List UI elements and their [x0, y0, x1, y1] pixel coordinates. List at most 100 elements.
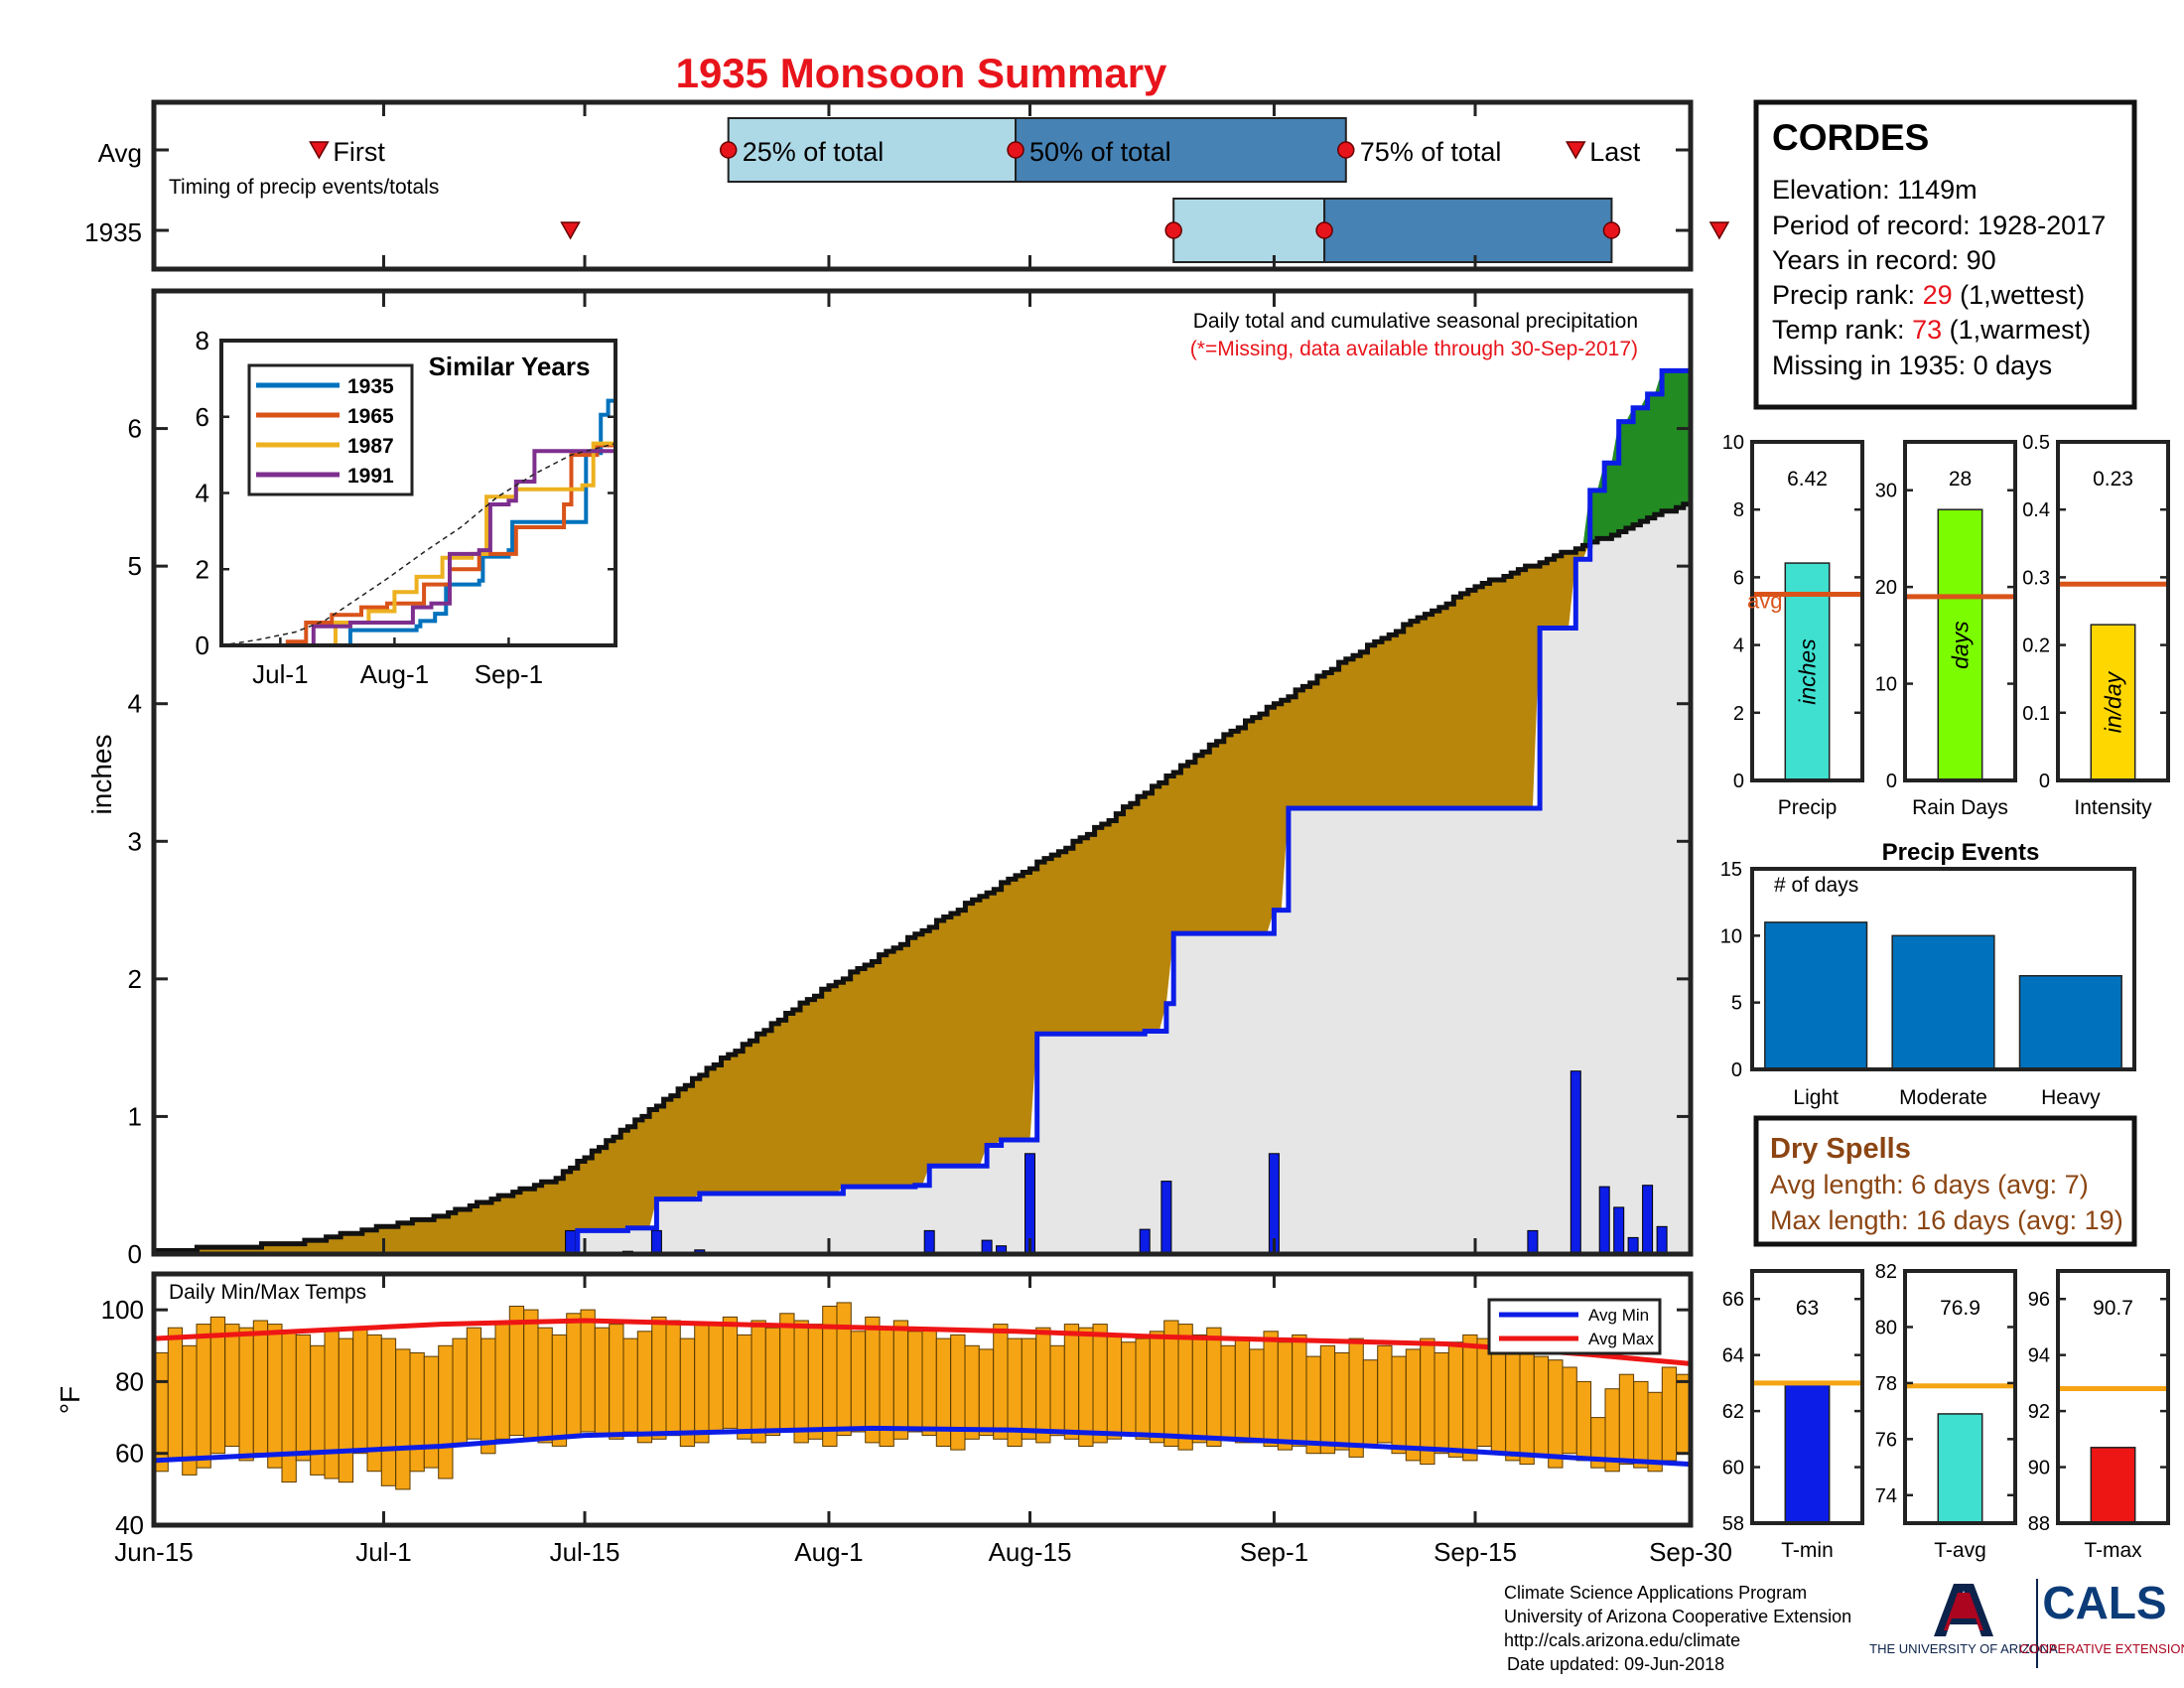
temp-tmax-tick-label: 96: [2028, 1289, 2050, 1311]
timing-row-avg-label: Avg: [98, 138, 142, 168]
daily-temp-bar: [1348, 1337, 1364, 1458]
inset-legend-label-1991: 1991: [347, 465, 394, 488]
station-elevation: Elevation: 1149m: [1772, 175, 1978, 205]
temp-plot-frame: [151, 1271, 1694, 1528]
temp-y-tick-label: 40: [115, 1510, 144, 1540]
footer: Climate Science Applications Program Uni…: [1504, 1577, 2184, 1674]
daily-temp-bar: [737, 1334, 752, 1440]
x-tick-label: Sep-15: [1433, 1537, 1517, 1567]
daily-temp-bar: [466, 1327, 482, 1440]
main-note: Daily total and cumulative seasonal prec…: [1193, 310, 1638, 333]
daily-temp-bar: [537, 1327, 553, 1444]
daily-temp-bar: [1220, 1344, 1236, 1440]
daily-temp-bar: [452, 1337, 468, 1447]
daily-temp-bar: [196, 1324, 211, 1469]
event-bar-moderate: [1891, 934, 1995, 1070]
mini-precip-avg-label: avg: [1747, 588, 1782, 613]
inset-line-1991: [221, 447, 617, 647]
inset-y-tick-label: 4: [196, 479, 209, 508]
main-y-tick-label: 6: [128, 414, 142, 444]
mini-temp-bars: 58 60 62 64 66 63 T-min 74 76 78 80 82 76.9 T-avg 88 90…: [1722, 1261, 2170, 1562]
daily-temp-bar: [1092, 1324, 1108, 1444]
daily-temp-bar: [1334, 1352, 1350, 1451]
temp-tmin-value: 63: [1796, 1297, 1819, 1320]
temp-tmax-label: T-max: [2084, 1539, 2142, 1562]
temp-tmax-tick-label: 92: [2028, 1401, 2050, 1423]
mini-precip-tick-label: 6: [1733, 567, 1744, 589]
timing-avg-last-triangle-icon: [1565, 141, 1586, 160]
ua-logo-text: THE UNIVERSITY OF ARIZONA: [1869, 1641, 2058, 1656]
temp-y-tick-label: 60: [115, 1439, 144, 1469]
cumulative-area-1935: [154, 370, 1691, 1254]
daily-precip-bar: [1598, 1186, 1610, 1255]
daily-temp-bar: [1063, 1324, 1080, 1440]
daily-temp-bar: [807, 1324, 824, 1440]
station-info-box: CORDES Elevation: 1149m Period of record…: [1753, 99, 2137, 410]
daily-temp-bar: [1575, 1380, 1592, 1462]
mini-precip-tick-label: 0: [1733, 771, 1744, 792]
temp-tavg-bar: [1937, 1413, 1983, 1524]
daily-temp-bar: [1149, 1331, 1165, 1444]
daily-temp-bar: [508, 1306, 525, 1437]
temp-tavg-tick-label: 76: [1875, 1429, 1897, 1451]
events-y-tick-label: 10: [1720, 925, 1742, 947]
footer-line-4: Date updated: 09-Jun-2018: [1507, 1654, 1724, 1674]
daily-temp-bar: [182, 1344, 198, 1476]
temp-tmax-tick-label: 94: [2028, 1345, 2050, 1367]
temp-tmax-value: 90.7: [2093, 1297, 2133, 1320]
daily-temp-bar: [779, 1313, 795, 1433]
station-precip-rank: Precip rank: 29 (1,wettest): [1772, 280, 2085, 310]
daily-temp-bar: [409, 1352, 425, 1473]
daily-temp-bar: [722, 1316, 739, 1429]
daily-temp-bar: [865, 1316, 881, 1444]
daily-temp-bar: [1562, 1366, 1577, 1455]
daily-temp-bar: [1447, 1341, 1464, 1458]
main-y-tick-label: 2: [128, 964, 142, 994]
timing-p75-label: 75% of total: [1360, 137, 1502, 167]
daily-temp-bar: [1249, 1348, 1265, 1444]
daily-temp-bar: [438, 1344, 454, 1479]
mini-intensity-tick-label: 0.3: [2022, 567, 2050, 589]
daily-temp-bar: [352, 1327, 368, 1455]
daily-precip-bar: [1570, 1070, 1581, 1255]
daily-precip-bar: [650, 1229, 662, 1255]
daily-precip-bar: [1642, 1185, 1654, 1255]
temp-legend-box: [1487, 1298, 1662, 1355]
daily-temp-bar: [694, 1324, 710, 1444]
temp-legend-max-label: Avg Max: [1588, 1330, 1654, 1348]
main-y-tick-label: 3: [128, 826, 142, 856]
timing-p25-label: 25% of total: [743, 137, 885, 167]
footer-line-1: Climate Science Applications Program: [1504, 1583, 1807, 1603]
daily-temp-bar: [1177, 1324, 1193, 1451]
daily-temp-bar: [1647, 1391, 1663, 1473]
events-bars: Light Moderate Heavy 0 5 10 15: [1720, 859, 2134, 1109]
daily-temp-bar: [978, 1348, 995, 1437]
daily-temp-bar: [1078, 1327, 1094, 1447]
inset-axes: 0 2 4 6 8 Jul-1 Aug-1 Sep-1: [196, 326, 615, 689]
timing-avg-first-triangle-icon: [309, 141, 330, 160]
temp-tavg-frame: [1903, 1269, 2017, 1525]
inset-legend-label-1987: 1987: [347, 435, 394, 458]
daily-temp-bar: [679, 1337, 696, 1447]
inset-average-line: [220, 442, 616, 646]
timing-avg-p75-dot-icon: [1337, 141, 1355, 159]
university-of-arizona-logo: THE UNIVERSITY OF ARIZONA: [1869, 1584, 2058, 1656]
daily-temp-bar: [1121, 1341, 1137, 1437]
mini-intensity-bar: [2090, 624, 2136, 781]
events-title: Precip Events: [1882, 839, 2040, 866]
daily-temp-bar: [1135, 1337, 1151, 1440]
event-bar-heavy: [2018, 974, 2122, 1070]
main-y-tick-label: 0: [128, 1239, 142, 1269]
date-x-axis: Jun-15 Jul-1 Jul-15 Aug-1 Aug-15 Sep-1 Sep-15 S…: [114, 102, 1732, 1567]
daily-precip-bar: [1656, 1225, 1668, 1255]
dry-spells-title: Dry Spells: [1770, 1133, 1911, 1165]
temp-tmin-tick-label: 66: [1722, 1289, 1744, 1311]
temp-tmin-bar: [1784, 1382, 1831, 1524]
daily-temp-bar: [964, 1344, 980, 1440]
daily-temp-bar: [1106, 1334, 1123, 1440]
daily-temp-bar: [764, 1327, 781, 1437]
events-y-tick-label: 15: [1720, 859, 1742, 881]
events-frame: [1750, 867, 2136, 1071]
main-y-tick-label: 5: [128, 551, 142, 581]
daily-temp-bar: [224, 1324, 240, 1447]
